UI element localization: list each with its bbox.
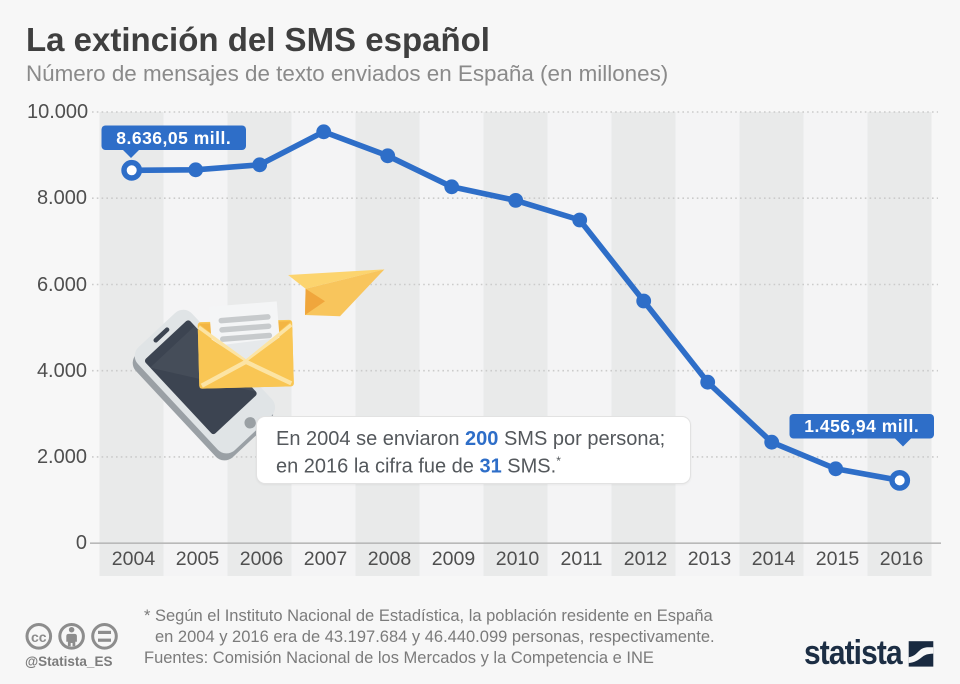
svg-text:cc: cc bbox=[31, 629, 47, 645]
